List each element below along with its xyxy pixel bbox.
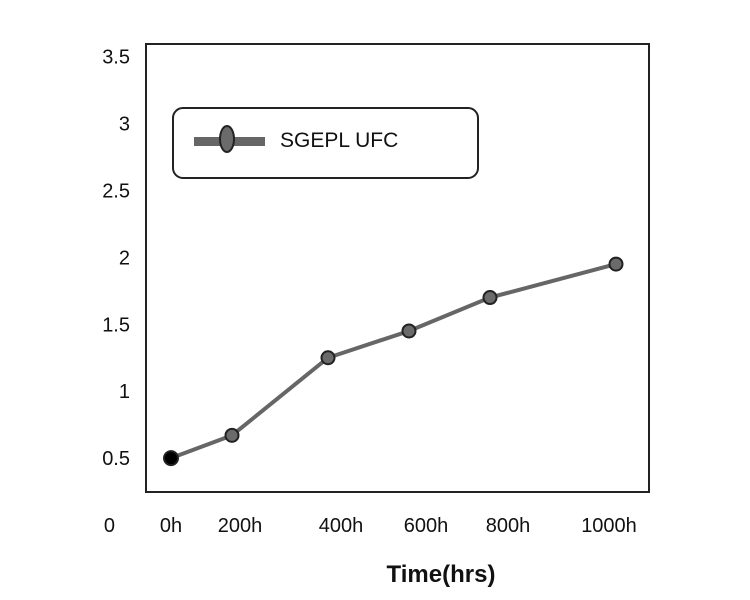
y-tick-label: 3: [119, 114, 130, 136]
legend-label: SGEPL UFC: [280, 129, 398, 152]
y-tick-label: 2: [119, 247, 130, 269]
data-point: [224, 427, 240, 443]
y-tick-label: 3.5: [102, 47, 130, 69]
legend: SGEPL UFC: [172, 107, 479, 179]
data-point: [163, 450, 179, 467]
data-point: [401, 323, 417, 339]
y-tick-label: 1: [119, 381, 130, 403]
data-point: [608, 256, 624, 272]
x-tick-label: 1000h: [581, 515, 637, 537]
x-tick-label: 600h: [404, 515, 449, 537]
x-tick-label: 800h: [486, 515, 531, 537]
y-tick-label: 0: [104, 515, 115, 537]
y-tick-label: 1.5: [102, 314, 130, 336]
x-tick-label: 200h: [218, 515, 263, 537]
y-tick-label: 0.5: [102, 448, 130, 470]
x-tick-label: 0h: [160, 515, 182, 537]
legend-marker-icon: [219, 125, 235, 153]
y-tick-label: 2.5: [102, 181, 130, 203]
data-point: [320, 350, 336, 366]
x-tick-label: 400h: [319, 515, 364, 537]
series-line-sgepl-ufc: [170, 262, 617, 460]
data-point: [482, 290, 498, 306]
x-axis-label: Time(hrs): [387, 561, 496, 588]
